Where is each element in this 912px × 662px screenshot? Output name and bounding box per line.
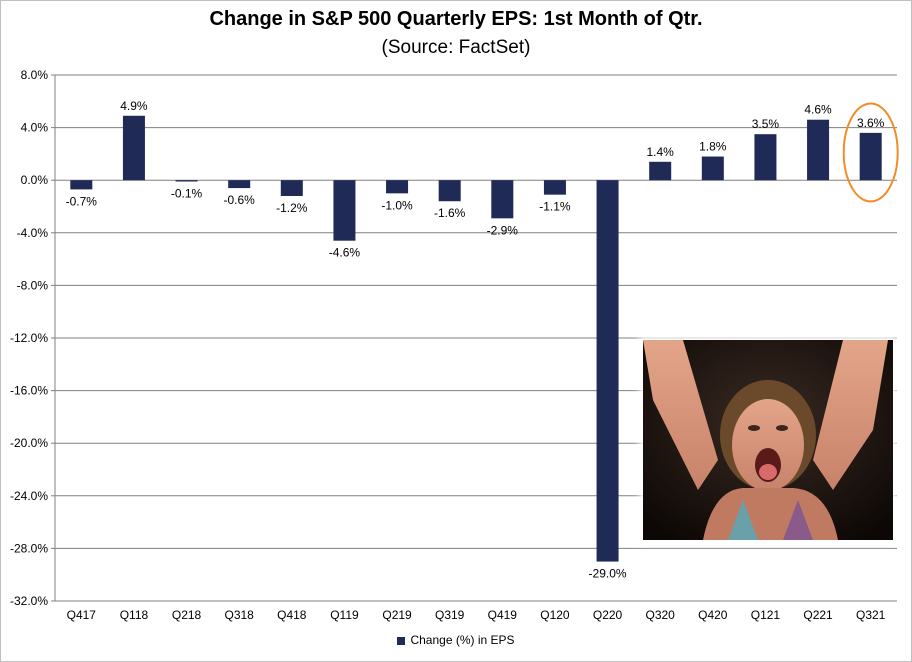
y-tick-label: -20.0% bbox=[10, 436, 48, 450]
data-label: -1.0% bbox=[381, 198, 413, 212]
y-tick-label: -32.0% bbox=[10, 594, 48, 608]
cheering-person-photo bbox=[643, 340, 893, 540]
x-tick-label: Q120 bbox=[540, 608, 570, 622]
x-tick-label: Q218 bbox=[172, 608, 202, 622]
x-tick-label: Q221 bbox=[803, 608, 833, 622]
x-tick-label: Q219 bbox=[382, 608, 412, 622]
bar bbox=[70, 180, 93, 190]
bar bbox=[438, 180, 461, 202]
bar bbox=[807, 119, 830, 181]
chart-subtitle: (Source: FactSet) bbox=[381, 37, 531, 58]
bar bbox=[649, 161, 672, 181]
legend-label: Change (%) in EPS bbox=[410, 633, 515, 647]
y-tick-label: -28.0% bbox=[10, 541, 48, 555]
x-tick-label: Q420 bbox=[698, 608, 728, 622]
bar bbox=[754, 134, 777, 181]
bar bbox=[175, 180, 198, 182]
data-label: -1.6% bbox=[434, 206, 466, 220]
data-label: 4.6% bbox=[804, 103, 832, 117]
data-label: -0.7% bbox=[66, 194, 98, 208]
y-tick-label: -4.0% bbox=[17, 226, 49, 240]
y-tick-label: 0.0% bbox=[21, 173, 49, 187]
chart-legend: Change (%) in EPS bbox=[0, 633, 912, 647]
data-label: -2.9% bbox=[487, 223, 519, 237]
highlight-ellipse bbox=[842, 102, 899, 203]
data-label: 3.5% bbox=[752, 117, 780, 131]
x-tick-label: Q321 bbox=[856, 608, 886, 622]
x-tick-label: Q419 bbox=[488, 608, 518, 622]
y-tick-label: -24.0% bbox=[10, 489, 48, 503]
data-label: -0.6% bbox=[224, 193, 256, 207]
x-tick-label: Q118 bbox=[120, 608, 149, 622]
bar bbox=[859, 132, 882, 181]
data-label: 1.4% bbox=[647, 145, 675, 159]
data-label: -4.6% bbox=[329, 246, 361, 260]
data-label: -29.0% bbox=[589, 567, 627, 581]
y-tick-label: 4.0% bbox=[21, 121, 49, 135]
x-tick-label: Q121 bbox=[751, 608, 781, 622]
data-label: 1.8% bbox=[699, 140, 727, 154]
bar bbox=[122, 115, 145, 181]
bar bbox=[491, 180, 514, 219]
x-tick-label: Q318 bbox=[225, 608, 255, 622]
bar bbox=[596, 180, 619, 562]
data-label: 3.6% bbox=[857, 116, 885, 130]
x-tick-label: Q320 bbox=[646, 608, 676, 622]
bar bbox=[701, 156, 724, 181]
bar bbox=[228, 180, 251, 189]
x-tick-label: Q220 bbox=[593, 608, 623, 622]
y-tick-label: 8.0% bbox=[21, 68, 49, 82]
x-tick-label: Q418 bbox=[277, 608, 307, 622]
data-label: -1.2% bbox=[276, 201, 308, 215]
data-label: -1.1% bbox=[539, 200, 571, 214]
y-tick-label: -8.0% bbox=[17, 278, 49, 292]
y-tick-label: -12.0% bbox=[10, 331, 48, 345]
y-tick-label: -16.0% bbox=[10, 384, 48, 398]
x-tick-label: Q417 bbox=[67, 608, 97, 622]
bar bbox=[280, 180, 303, 196]
bar bbox=[386, 180, 409, 194]
x-tick-label: Q119 bbox=[330, 608, 359, 622]
data-label: 4.9% bbox=[120, 99, 148, 113]
chart-title: Change in S&P 500 Quarterly EPS: 1st Mon… bbox=[209, 8, 703, 30]
bar bbox=[543, 180, 566, 195]
legend-swatch bbox=[397, 636, 406, 645]
data-label: -0.1% bbox=[171, 187, 203, 201]
bar bbox=[333, 180, 356, 241]
x-tick-label: Q319 bbox=[435, 608, 465, 622]
